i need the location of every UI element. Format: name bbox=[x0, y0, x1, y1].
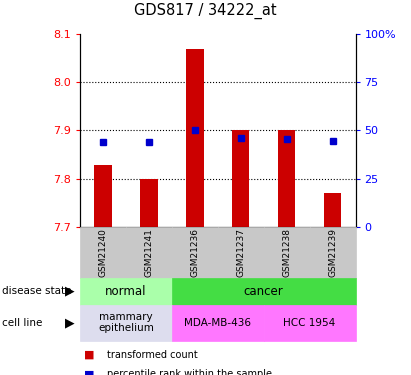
Text: normal: normal bbox=[105, 285, 147, 298]
Text: GSM21240: GSM21240 bbox=[99, 228, 108, 277]
Text: GSM21236: GSM21236 bbox=[190, 228, 199, 277]
Text: percentile rank within the sample: percentile rank within the sample bbox=[107, 369, 272, 375]
Text: MDA-MB-436: MDA-MB-436 bbox=[184, 318, 252, 328]
Bar bbox=[278, 130, 296, 227]
Text: ▶: ▶ bbox=[65, 316, 75, 329]
Text: ■: ■ bbox=[84, 369, 95, 375]
Text: ■: ■ bbox=[84, 350, 95, 360]
Bar bbox=[324, 193, 341, 227]
Bar bbox=[140, 178, 158, 227]
Text: GSM21238: GSM21238 bbox=[282, 228, 291, 277]
Text: disease state: disease state bbox=[2, 286, 72, 296]
Bar bbox=[186, 49, 203, 227]
Text: GSM21237: GSM21237 bbox=[236, 228, 245, 277]
Bar bbox=[232, 130, 249, 227]
Text: ▶: ▶ bbox=[65, 285, 75, 298]
Bar bbox=[95, 165, 112, 227]
Text: GDS817 / 34222_at: GDS817 / 34222_at bbox=[134, 3, 277, 19]
Text: GSM21241: GSM21241 bbox=[145, 228, 153, 277]
Text: HCC 1954: HCC 1954 bbox=[284, 318, 336, 328]
Text: mammary
epithelium: mammary epithelium bbox=[98, 312, 154, 333]
Text: transformed count: transformed count bbox=[107, 350, 198, 360]
Text: cancer: cancer bbox=[244, 285, 284, 298]
Text: GSM21239: GSM21239 bbox=[328, 228, 337, 277]
Text: cell line: cell line bbox=[2, 318, 42, 328]
